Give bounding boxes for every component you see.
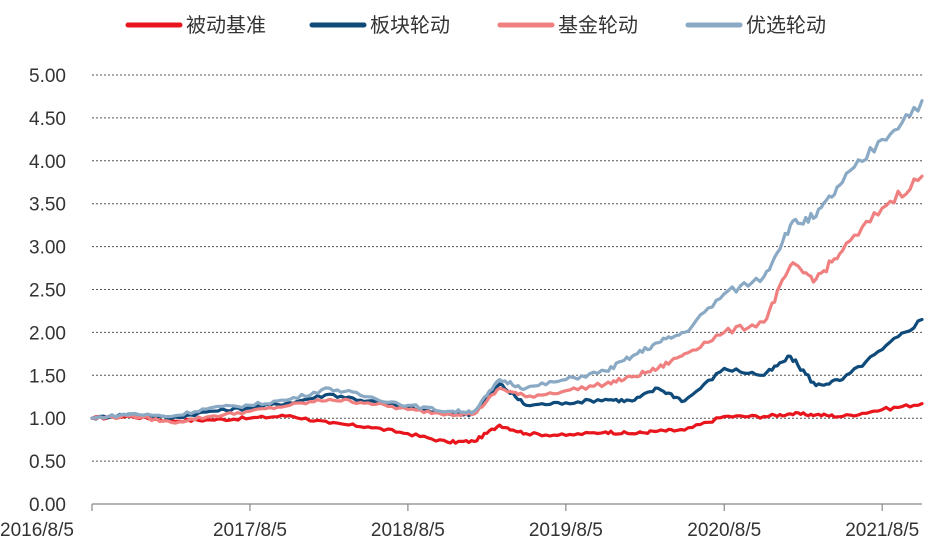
y-tick-label: 2.50: [29, 281, 66, 302]
y-tick-label: 4.00: [29, 152, 66, 173]
legend: 被动基准 板块轮动 基金轮动 优选轮动: [125, 13, 826, 37]
series-line-1: [90, 402, 924, 445]
x-tick-label: 2021/8/5: [845, 520, 919, 541]
x-tick-label: 2017/8/5: [213, 520, 287, 541]
y-axis: 0.00 0.50 1.00 1.50 2.00 2.50 3.00 3.50 4.00 4.50…: [29, 66, 66, 516]
legend-label-2: 板块轮动: [370, 13, 450, 37]
y-tick-label: 3.50: [29, 195, 66, 216]
series-line-2: [90, 317, 924, 421]
legend-label-1: 被动基准: [186, 13, 266, 37]
x-tick-label: 2020/8/5: [687, 520, 761, 541]
grid: [92, 74, 922, 462]
x-axis: 2016/8/5 2017/8/5 2018/8/5 2019/8/5 2020/8/5…: [0, 503, 922, 541]
y-tick-label: 0.00: [29, 495, 66, 516]
series-line-3: [90, 174, 924, 425]
series-lines: [90, 99, 924, 445]
y-tick-label: 5.00: [29, 66, 66, 87]
y-tick-label: 4.50: [29, 109, 66, 130]
y-tick-label: 3.00: [29, 238, 66, 259]
x-tick-label: 2018/8/5: [371, 520, 445, 541]
y-tick-label: 1.00: [29, 409, 66, 430]
y-tick-label: 2.00: [29, 323, 66, 344]
x-tick-label: 2016/8/5: [0, 520, 74, 541]
y-tick-label: 0.50: [29, 452, 66, 473]
y-tick-label: 1.50: [29, 366, 66, 387]
x-tick-label: 2019/8/5: [529, 520, 603, 541]
legend-label-4: 优选轮动: [746, 13, 826, 37]
series-line-4: [90, 99, 924, 420]
legend-label-3: 基金轮动: [558, 13, 638, 37]
